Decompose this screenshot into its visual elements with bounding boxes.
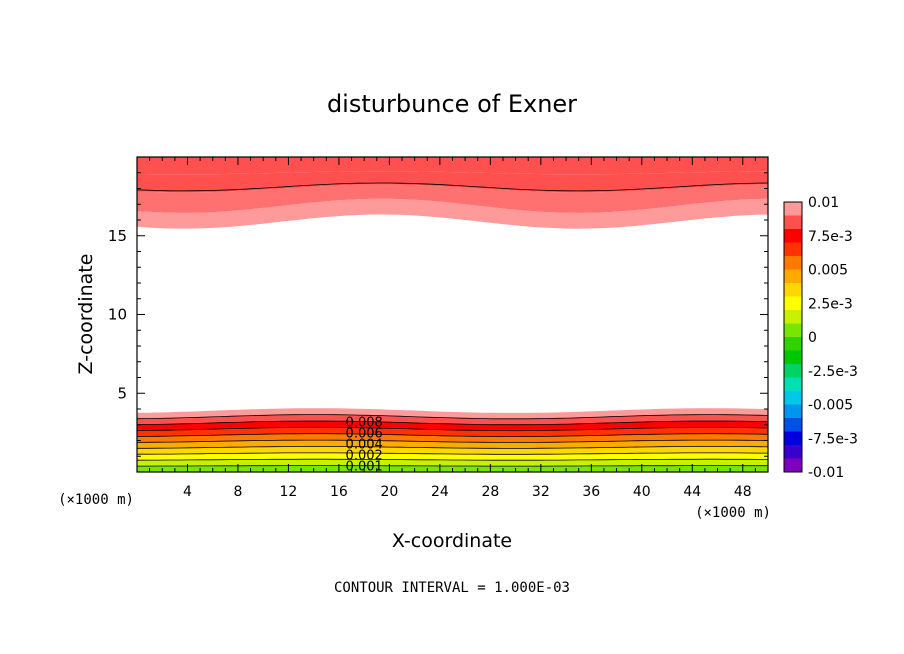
- contour-line: [136, 426, 769, 432]
- x-tick-label: 8: [233, 484, 242, 500]
- contour-label: 0.006: [346, 427, 383, 442]
- colorbar-swatch: [784, 391, 802, 405]
- y-tick-label: 10: [108, 306, 127, 324]
- colorbar-label: -7.5e-3: [808, 431, 858, 447]
- bottom-band: [137, 446, 768, 455]
- colorbar-swatch: [784, 431, 802, 445]
- colorbar-label: 7.5e-3: [808, 229, 853, 245]
- bottom-band: [137, 452, 768, 461]
- colorbar-swatch: [784, 458, 802, 472]
- colorbar-swatch: [784, 404, 802, 418]
- contour-line: [137, 446, 769, 449]
- contour-interval-footer: CONTOUR INTERVAL = 1.000E-03: [334, 580, 570, 596]
- bottom-band: [137, 433, 768, 443]
- colorbar-swatch: [784, 418, 802, 432]
- top-band: [137, 198, 768, 229]
- colorbar-swatch: [784, 364, 802, 378]
- colorbar-label: 0.01: [808, 195, 839, 211]
- contour-label: 0.001: [346, 460, 383, 475]
- colorbar-swatch: [784, 256, 802, 270]
- x-axis-label: X-coordinate: [392, 530, 512, 552]
- x-tick-label: 32: [532, 484, 550, 500]
- z-unit-label: (×1000 m): [58, 492, 134, 508]
- colorbar-swatch: [784, 445, 802, 459]
- colorbar-label: 2.5e-3: [808, 296, 853, 312]
- top-band: [137, 171, 768, 193]
- colorbar-swatch: [784, 242, 802, 256]
- top-band: [137, 184, 768, 213]
- x-tick-label: 4: [183, 484, 192, 500]
- contour-line: [136, 420, 769, 426]
- y-tick-label: 15: [108, 227, 127, 245]
- contour-line: [136, 182, 769, 192]
- x-tick-label: 28: [481, 484, 499, 500]
- colorbar-swatch: [784, 323, 802, 337]
- contour-line: [136, 439, 769, 443]
- colorbar-label: -0.01: [808, 465, 844, 481]
- bottom-band: [137, 459, 768, 467]
- colorbar-swatch: [784, 337, 802, 351]
- colorbar-swatch: [784, 310, 802, 324]
- x-tick-label: 12: [280, 484, 298, 500]
- bottom-band: [137, 421, 768, 431]
- contour-line: [136, 458, 768, 461]
- colorbar: 0.01 7.5e-3 0.005 2.5e-3 0 -2.5e-3 -0.005 -7.5e…: [783, 195, 858, 481]
- x-axis: 4 8 12 16 20 24 28 32 36 40 44 48: [136, 157, 769, 500]
- colorbar-swatch: [784, 283, 802, 297]
- colorbar-label: -2.5e-3: [808, 364, 858, 380]
- contour-label: 0.008: [346, 416, 383, 431]
- chart-title: disturbunce of Exner: [327, 90, 577, 118]
- colorbar-swatch: [784, 350, 802, 364]
- colorbar-swatch: [784, 215, 802, 229]
- colorbar-swatch: [784, 377, 802, 391]
- contour-line: [137, 465, 768, 467]
- y-tick-label: 5: [117, 384, 127, 402]
- x-tick-label: 48: [734, 484, 752, 500]
- colorbar-swatch: [784, 296, 802, 310]
- colorbar-frame: [783, 201, 803, 473]
- bottom-band: [137, 427, 768, 437]
- x-unit-label: (×1000 m): [695, 505, 771, 521]
- bottom-band: [137, 414, 768, 425]
- bottom-band: [137, 408, 768, 419]
- contour-label: 0.002: [346, 449, 383, 464]
- contour-line: [136, 433, 769, 437]
- y-axis-label: Z-coordinate: [75, 254, 97, 375]
- x-tick-label: 24: [431, 484, 449, 500]
- x-tick-label: 44: [683, 484, 701, 500]
- colorbar-swatch: [784, 202, 802, 216]
- y-axis: 5 10 15: [108, 156, 768, 473]
- contour-line: [136, 414, 769, 420]
- colorbar-label: 0: [808, 330, 817, 346]
- contour-line: [137, 452, 768, 455]
- colorbar-swatch: [784, 229, 802, 243]
- x-tick-label: 36: [582, 484, 600, 500]
- x-tick-label: 16: [330, 484, 348, 500]
- colorbar-label: -0.005: [808, 398, 853, 414]
- top-band: [137, 157, 768, 175]
- colorbar-swatch: [784, 269, 802, 283]
- contour-label: 0.004: [346, 438, 383, 453]
- x-tick-label: 20: [380, 484, 398, 500]
- x-tick-label: 40: [633, 484, 651, 500]
- colorbar-label: 0.005: [808, 263, 848, 279]
